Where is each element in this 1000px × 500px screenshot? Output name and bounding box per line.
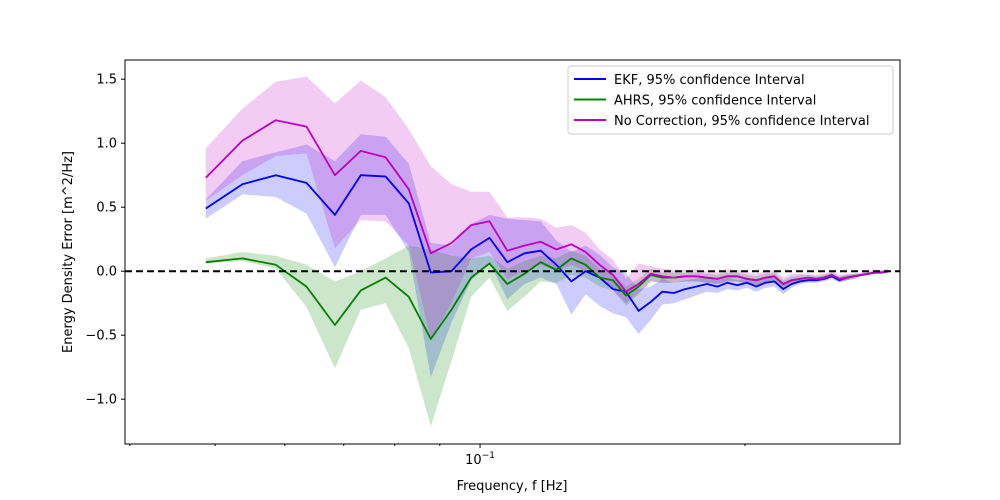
y-axis-ticks: −1.0 −0.5 0.0 0.5 1.0 1.5 <box>85 73 125 408</box>
legend-entries: EKF, 95% confidence Interval AHRS, 95% co… <box>574 73 869 129</box>
legend: EKF, 95% confidence Interval AHRS, 95% co… <box>567 65 894 135</box>
y-tick-label: 0.5 <box>96 201 117 216</box>
no-correction-confidence-band <box>205 76 889 339</box>
y-tick-label: 1.0 <box>96 137 117 152</box>
ekf-legend-label: EKF, 95% confidence Interval <box>614 73 805 88</box>
legend-box <box>567 65 894 135</box>
y-tick-label: 1.5 <box>96 73 117 88</box>
y-axis-label: Energy Density Error [m^2/Hz] <box>61 151 76 353</box>
series-lines <box>205 119 889 340</box>
x-axis-ticks: 10−1 <box>129 444 746 468</box>
plot-frame <box>124 59 901 445</box>
y-tick-label: −0.5 <box>85 329 117 344</box>
y-tick-label: 0.0 <box>96 265 117 280</box>
x-tick-label: 10−1 <box>465 451 495 468</box>
y-tick-label: −1.0 <box>85 393 117 408</box>
ahrs-confidence-band <box>205 245 889 427</box>
no-correction-legend-label: No Correction, 95% confidence Interval <box>614 114 869 129</box>
ekf-series-line <box>205 174 889 312</box>
ahrs-legend-label: AHRS, 95% confidence Interval <box>614 94 816 109</box>
x-axis-label: Frequency, f [Hz] <box>457 479 568 494</box>
no-correction-series-line <box>205 119 889 293</box>
